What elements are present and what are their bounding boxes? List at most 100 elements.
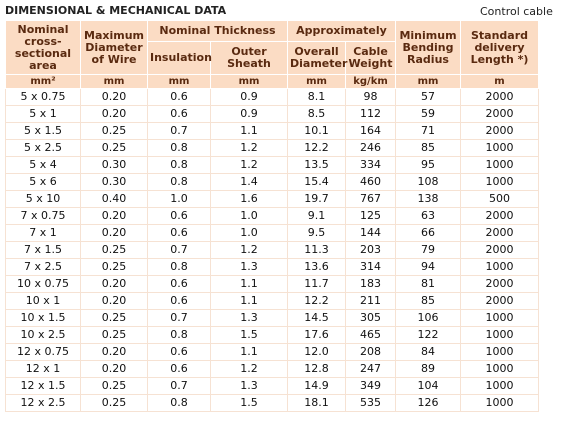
- cell: 59: [395, 105, 461, 123]
- cell: 18.1: [287, 394, 346, 412]
- table-body: 5 x 0.75 0.20 0.6 0.9 8.1 98 57 2000 5 x 1 0.20 0.…: [5, 88, 539, 412]
- cell: 0.6: [147, 224, 211, 242]
- cell: 12.2: [287, 292, 346, 310]
- data-row: 5 x 1 0.20 0.6 0.9 8.5 112 59 2000: [5, 105, 539, 123]
- data-row: 7 x 0.75 0.20 0.6 1.0 9.1 125 63 2000: [5, 207, 539, 225]
- column-subheader: Cable Weight: [345, 41, 396, 75]
- unit: m: [460, 74, 539, 89]
- column-subheader: Insulation: [147, 41, 212, 75]
- cell: 7 x 2.5: [5, 258, 81, 276]
- cell: 1000: [460, 377, 539, 395]
- cell: 183: [345, 275, 396, 293]
- cell: 66: [395, 224, 461, 242]
- cell: 349: [345, 377, 396, 395]
- cell: 11.3: [287, 241, 346, 259]
- cell: 0.7: [147, 377, 211, 395]
- cell: 0.6: [147, 360, 211, 378]
- cell: 465: [345, 326, 396, 344]
- cell: 1.2: [210, 360, 288, 378]
- cell: 94: [395, 258, 461, 276]
- cell: 10 x 0.75: [5, 275, 81, 293]
- data-row: 5 x 6 0.30 0.8 1.4 15.4 460 108 1000: [5, 173, 539, 191]
- cell: 5 x 1: [5, 105, 81, 123]
- cell: 98: [345, 88, 396, 106]
- cell: 0.6: [147, 88, 211, 106]
- cell: 126: [395, 394, 461, 412]
- cell: 0.9: [210, 88, 288, 106]
- cell: 1000: [460, 258, 539, 276]
- cell: 7 x 1.5: [5, 241, 81, 259]
- cell: 9.5: [287, 224, 346, 242]
- cell: 1.5: [210, 326, 288, 344]
- cell: 12.0: [287, 343, 346, 361]
- unit: mm²: [5, 74, 81, 89]
- cell: 9.1: [287, 207, 346, 225]
- cell: 314: [345, 258, 396, 276]
- cell: 1.3: [210, 377, 288, 395]
- title: DIMENSIONAL & MECHANICAL DATA: [5, 4, 227, 17]
- data-row: 12 x 0.75 0.20 0.6 1.1 12.0 208 84 1000: [5, 343, 539, 361]
- cell: 1000: [460, 173, 539, 191]
- cell: 122: [395, 326, 461, 344]
- data-row: 10 x 2.5 0.25 0.8 1.5 17.6 465 122 1000: [5, 326, 539, 344]
- unit: mm: [210, 74, 288, 89]
- cell: 8.1: [287, 88, 346, 106]
- cell: 108: [395, 173, 461, 191]
- cell: 1000: [460, 309, 539, 327]
- unit: mm: [287, 74, 346, 89]
- cell: 0.7: [147, 241, 211, 259]
- cell: 85: [395, 139, 461, 157]
- cell: 10.1: [287, 122, 346, 140]
- table-head: Nominal cross-sectional area Maximum Diam…: [5, 20, 539, 89]
- cell: 10 x 1: [5, 292, 81, 310]
- unit: mm: [395, 74, 461, 89]
- cell: 0.25: [80, 241, 148, 259]
- cell: 12 x 1: [5, 360, 81, 378]
- cell: 535: [345, 394, 396, 412]
- cell: 1000: [460, 156, 539, 174]
- data-row: 7 x 2.5 0.25 0.8 1.3 13.6 314 94 1000: [5, 258, 539, 276]
- data-row: 12 x 2.5 0.25 0.8 1.5 18.1 535 126 1000: [5, 394, 539, 412]
- cell: 1.5: [210, 394, 288, 412]
- cell: 71: [395, 122, 461, 140]
- data-row: 7 x 1 0.20 0.6 1.0 9.5 144 66 2000: [5, 224, 539, 242]
- cell: 1000: [460, 394, 539, 412]
- cell: 1000: [460, 326, 539, 344]
- cell: 11.7: [287, 275, 346, 293]
- cell: 767: [345, 190, 396, 208]
- cell: 0.7: [147, 122, 211, 140]
- cell: 500: [460, 190, 539, 208]
- cell: 2000: [460, 241, 539, 259]
- cell: 2000: [460, 88, 539, 106]
- cell: 13.5: [287, 156, 346, 174]
- cell: 0.9: [210, 105, 288, 123]
- data-row: 5 x 10 0.40 1.0 1.6 19.7 767 138 500: [5, 190, 539, 208]
- column-header: Nominal Thickness: [147, 20, 288, 42]
- cell: 1.2: [210, 156, 288, 174]
- data-row: 5 x 0.75 0.20 0.6 0.9 8.1 98 57 2000: [5, 88, 539, 106]
- cell: 5 x 1.5: [5, 122, 81, 140]
- cell: 1.1: [210, 292, 288, 310]
- cell: 208: [345, 343, 396, 361]
- cell: 12 x 2.5: [5, 394, 81, 412]
- column-subheader: Outer Sheath: [210, 41, 288, 75]
- cell: 144: [345, 224, 396, 242]
- cell: 89: [395, 360, 461, 378]
- cell: 2000: [460, 207, 539, 225]
- cell: 0.25: [80, 139, 148, 157]
- cell: 0.25: [80, 258, 148, 276]
- subtitle: Control cable: [480, 5, 553, 18]
- units-row: mm² mm mm mm mm kg/km mm m: [5, 74, 539, 89]
- cell: 247: [345, 360, 396, 378]
- cell: 81: [395, 275, 461, 293]
- data-table: Nominal cross-sectional area Maximum Diam…: [5, 20, 539, 412]
- header-row: Nominal cross-sectional area Maximum Diam…: [5, 20, 539, 75]
- cell: 1000: [460, 360, 539, 378]
- unit: mm: [80, 74, 148, 89]
- cell: 5 x 0.75: [5, 88, 81, 106]
- cell: 1000: [460, 139, 539, 157]
- cell: 19.7: [287, 190, 346, 208]
- cell: 57: [395, 88, 461, 106]
